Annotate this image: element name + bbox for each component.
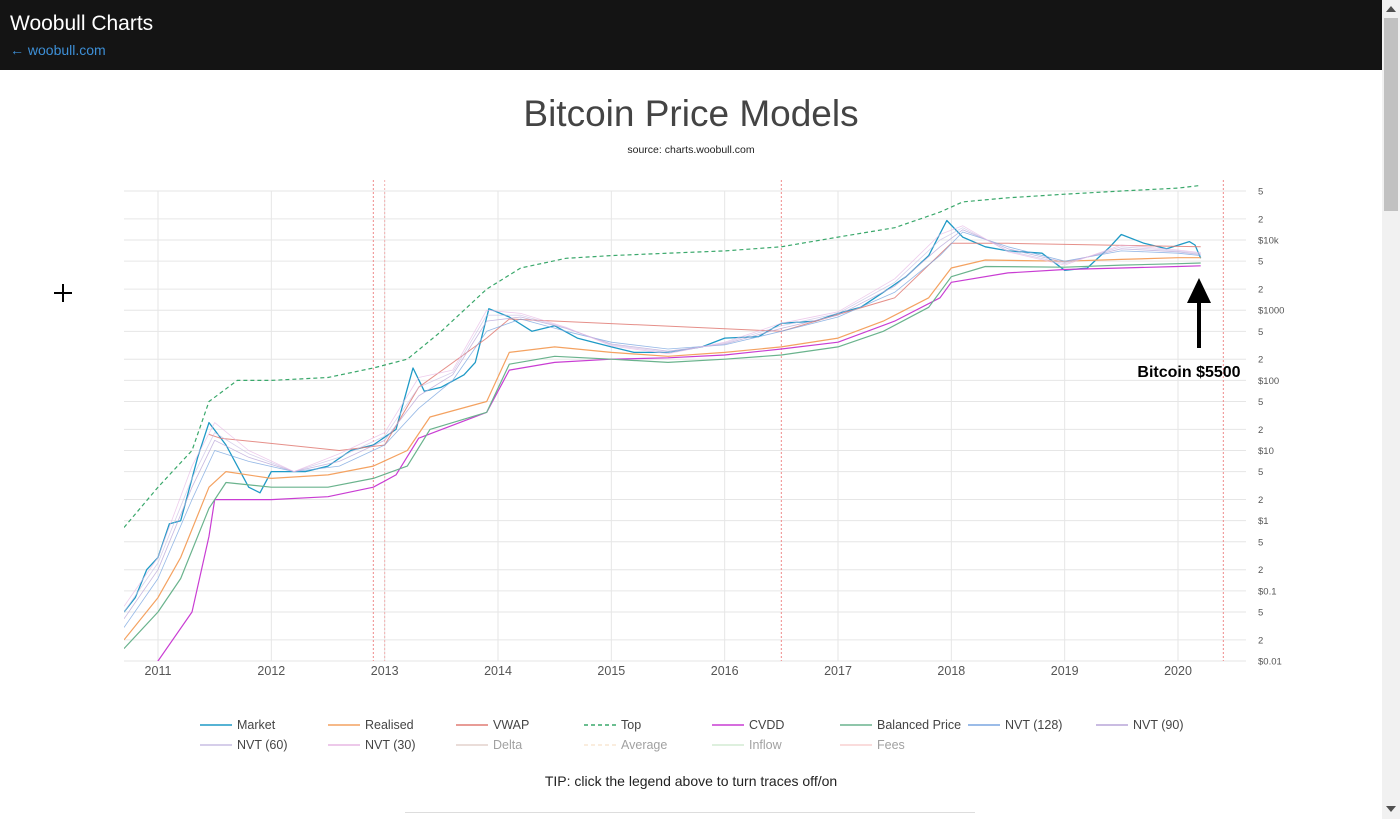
legend-item-nvt128[interactable]: NVT (128)	[968, 718, 1062, 732]
legend-label: Realised	[365, 718, 414, 732]
y-tick-label: 5	[1258, 397, 1263, 408]
series-layer[interactable]	[124, 184, 1202, 682]
legend-item-inflow[interactable]: Inflow	[712, 738, 783, 752]
y-tick-label: 5	[1258, 607, 1263, 618]
y-tick-label: 2	[1258, 495, 1263, 506]
x-tick-label: 2016	[711, 664, 739, 678]
legend-item-delta[interactable]: Delta	[456, 738, 522, 752]
series-nvt30-line[interactable]	[124, 225, 1201, 607]
halving-lines	[372, 180, 1224, 661]
y-tick-label: 2	[1258, 635, 1263, 646]
legend-label: Fees	[877, 738, 905, 752]
y-tick-label: $0.1	[1258, 586, 1277, 597]
x-tick-label: 2012	[257, 664, 285, 678]
y-tick-label: 2	[1258, 285, 1263, 296]
annotation-label: Bitcoin $5500	[1137, 364, 1240, 381]
y-tick-label: 2	[1258, 565, 1263, 576]
x-axis: 2011 2012 2013 2014 2015 2016 2017 2018 2019 2020	[145, 664, 1192, 678]
legend-item-balanced[interactable]: Balanced Price	[840, 718, 961, 732]
scroll-up-arrow-icon[interactable]	[1386, 6, 1396, 12]
price-annotation: Bitcoin $5500	[1137, 278, 1241, 381]
y-tick-label: 5	[1258, 467, 1263, 478]
y-tick-label: 5	[1258, 327, 1263, 338]
y-tick-label: $1	[1258, 516, 1269, 527]
site-title: Woobull Charts	[10, 12, 154, 35]
legend-label: Top	[621, 718, 641, 732]
back-link[interactable]: ← woobull.com	[10, 42, 106, 58]
legend-label: NVT (30)	[365, 738, 415, 752]
x-tick-label: 2015	[597, 664, 625, 678]
legend-item-nvt90[interactable]: NVT (90)	[1096, 718, 1183, 732]
chart-container[interactable]: Bitcoin Price Models source: charts.woob…	[0, 70, 1382, 819]
legend-tip: TIP: click the legend above to turn trac…	[544, 773, 838, 789]
y-axis: $0.01 2 5 $0.1 2 5 $1 2 5 $10 2 5 $100 2 5 $1000 2 5 $10k 2…	[1258, 187, 1284, 668]
x-tick-label: 2013	[371, 664, 399, 678]
x-tick-label: 2020	[1164, 664, 1192, 678]
y-tick-label: $100	[1258, 376, 1279, 387]
legend-label: CVDD	[749, 718, 784, 732]
series-market-line[interactable]	[124, 219, 1202, 613]
crosshair-cursor-icon	[54, 284, 72, 302]
legend-label: VWAP	[493, 718, 529, 732]
y-tick-label: $10	[1258, 446, 1274, 457]
x-tick-label: 2011	[145, 664, 172, 678]
legend-item-fees[interactable]: Fees	[840, 738, 905, 752]
legend-item-realised[interactable]: Realised	[328, 718, 414, 732]
y-tick-label: $0.01	[1258, 657, 1282, 668]
legend-label: Balanced Price	[877, 718, 961, 732]
series-cvdd-line[interactable]	[135, 265, 1201, 682]
legend[interactable]: Market Realised VWAP Top CVDD Balanced Price N…	[200, 718, 1183, 752]
y-tick-label: $10k	[1258, 236, 1279, 247]
series-realised-line[interactable]	[124, 257, 1201, 641]
legend-item-nvt60[interactable]: NVT (60)	[200, 738, 287, 752]
annotation-arrow-head	[1187, 278, 1211, 303]
y-tick-label: 2	[1258, 355, 1263, 366]
legend-label: Delta	[493, 738, 522, 752]
y-tick-label: 5	[1258, 257, 1263, 268]
series-top-line[interactable]	[124, 184, 1201, 528]
y-tick-label: $1000	[1258, 306, 1284, 317]
chart-subtitle: source: charts.woobull.com	[627, 144, 754, 156]
divider	[405, 812, 975, 813]
scrollbar-thumb[interactable]	[1384, 18, 1398, 211]
legend-item-market[interactable]: Market	[200, 718, 276, 732]
top-bar: Woobull Charts ← woobull.com	[0, 0, 1382, 70]
legend-label: NVT (128)	[1005, 718, 1062, 732]
x-tick-label: 2014	[484, 664, 512, 678]
y-tick-label: 5	[1258, 537, 1263, 548]
chart-title: Bitcoin Price Models	[523, 93, 858, 134]
series-nvt90-line[interactable]	[124, 229, 1201, 620]
legend-item-cvdd[interactable]: CVDD	[712, 718, 784, 732]
y-tick-label: 5	[1258, 187, 1263, 198]
legend-item-average[interactable]: Average	[584, 738, 667, 752]
x-tick-label: 2019	[1051, 664, 1079, 678]
y-tick-label: 2	[1258, 425, 1263, 436]
legend-label: NVT (60)	[237, 738, 287, 752]
legend-item-vwap[interactable]: VWAP	[456, 718, 529, 732]
series-vwap-line[interactable]	[208, 242, 1201, 451]
legend-label: Market	[237, 718, 276, 732]
legend-label: Average	[621, 738, 667, 752]
series-nvt60-line[interactable]	[124, 227, 1201, 613]
chart-svg[interactable]: Bitcoin Price Models source: charts.woob…	[0, 70, 1382, 770]
legend-label: Inflow	[749, 738, 783, 752]
legend-item-nvt30[interactable]: NVT (30)	[328, 738, 415, 752]
series-balanced-line[interactable]	[124, 262, 1201, 650]
grid-layer	[124, 190, 1246, 662]
legend-item-top[interactable]: Top	[584, 718, 641, 732]
legend-label: NVT (90)	[1133, 718, 1183, 732]
y-tick-label: 2	[1258, 214, 1263, 225]
x-tick-label: 2017	[824, 664, 852, 678]
x-tick-label: 2018	[937, 664, 965, 678]
scroll-down-arrow-icon[interactable]	[1386, 806, 1396, 812]
